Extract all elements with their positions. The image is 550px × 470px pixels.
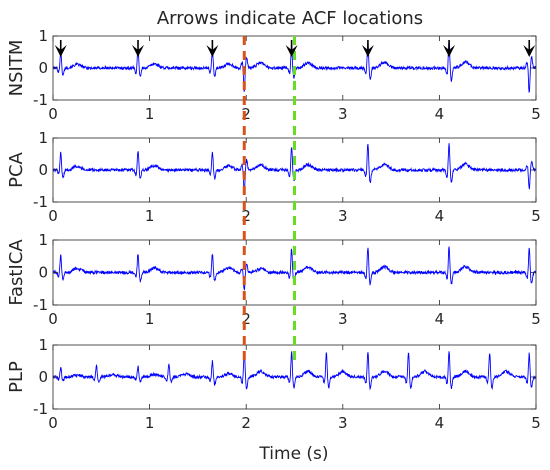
y-tick-label: -1 [33, 193, 48, 211]
x-tick-label: 5 [531, 105, 541, 123]
acf-arrow [443, 40, 456, 57]
x-tick-label: 5 [531, 207, 541, 225]
x-tick-label: 1 [145, 414, 155, 432]
acf-arrow-head [443, 45, 456, 57]
x-tick-label: 2 [241, 310, 251, 328]
y-axis-label: NSITM [6, 40, 27, 97]
series-line-nsitm [52, 41, 537, 94]
acf-arrow [523, 40, 536, 57]
y-axis-label: PCA [6, 151, 27, 187]
y-tick-label: 1 [38, 129, 48, 147]
y-tick-label: -1 [33, 400, 48, 418]
y-tick-label: 0 [38, 368, 48, 386]
x-tick-label: 3 [338, 105, 348, 123]
y-tick-label: 0 [38, 161, 48, 179]
x-tick-label: 3 [338, 414, 348, 432]
x-tick-label: 0 [48, 105, 58, 123]
acf-arrow-head [523, 45, 536, 57]
x-axis-label: Time (s) [258, 444, 328, 464]
y-tick-label: -1 [33, 91, 48, 109]
x-tick-label: 0 [48, 207, 58, 225]
acf-arrow-head [361, 45, 374, 57]
acf-arrow [132, 40, 145, 57]
x-tick-label: 4 [435, 207, 445, 225]
y-tick-label: 0 [38, 59, 48, 77]
acf-arrow [206, 40, 219, 57]
x-tick-label: 1 [145, 310, 155, 328]
x-tick-label: 2 [241, 207, 251, 225]
series-line-pca [52, 143, 537, 193]
acf-arrow-head [285, 45, 298, 57]
y-tick-label: -1 [33, 296, 48, 314]
y-tick-label: 1 [38, 336, 48, 354]
x-tick-label: 0 [48, 414, 58, 432]
acf-arrow [285, 40, 298, 57]
series-line-plp [52, 350, 537, 391]
acf-arrow-head [54, 45, 67, 57]
y-axis-label: PLP [6, 361, 27, 393]
x-tick-label: 4 [435, 310, 445, 328]
overlay-group [54, 36, 536, 360]
x-tick-label: 5 [531, 310, 541, 328]
x-tick-label: 2 [241, 105, 251, 123]
x-tick-label: 1 [145, 207, 155, 225]
y-tick-label: 1 [38, 27, 48, 45]
x-tick-label: 1 [145, 105, 155, 123]
x-tick-label: 2 [241, 414, 251, 432]
acf-arrow [361, 40, 374, 57]
y-axis-label: FastICA [6, 239, 27, 306]
x-tick-label: 5 [531, 414, 541, 432]
acf-arrow [54, 40, 67, 57]
x-tick-label: 4 [435, 105, 445, 123]
chart-title: Arrows indicate ACF locations [157, 8, 423, 29]
x-tick-label: 4 [435, 414, 445, 432]
x-tick-label: 3 [338, 207, 348, 225]
x-tick-label: 3 [338, 310, 348, 328]
acf-arrow-head [132, 45, 145, 57]
acf-arrow-head [206, 45, 219, 57]
y-tick-label: 0 [38, 264, 48, 282]
x-tick-label: 0 [48, 310, 58, 328]
y-tick-label: 1 [38, 231, 48, 249]
